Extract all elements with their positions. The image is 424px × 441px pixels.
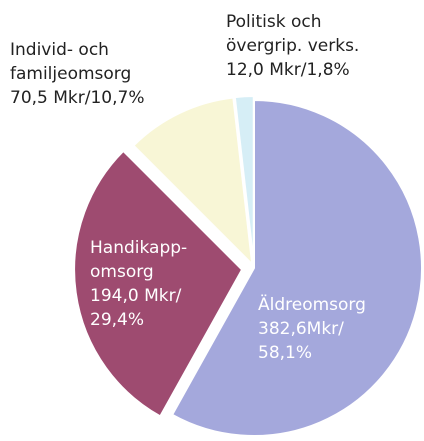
value-label: 58,1%	[258, 343, 312, 363]
pie-slice	[73, 149, 244, 418]
value-label: 29,4%	[90, 310, 144, 330]
pie-slice	[132, 96, 254, 268]
amount-label: 70,5 Mkr/	[10, 88, 91, 108]
amount-label: 194,0 Mkr/	[90, 286, 182, 306]
category-line: övergrip. verks.	[226, 36, 359, 56]
slice-label: Handikapp-omsorg 194,0 Mkr/29,4%	[90, 238, 187, 330]
value-label: 1,8%	[306, 60, 349, 80]
category-line: Handikapp-	[90, 238, 187, 258]
pie-slice	[170, 98, 423, 437]
pie-slice	[233, 95, 255, 265]
category-line: omsorg	[90, 262, 154, 282]
slice-label: Äldreomsorg 382,6Mkr/58,1%	[258, 294, 366, 363]
slice-label: Politisk och övergrip. verks. 12,0 Mkr/1,8…	[226, 12, 359, 80]
category-line: Politisk och	[226, 12, 322, 32]
value-label: 10,7%	[90, 88, 144, 108]
category-line: Individ- och	[10, 40, 109, 60]
amount-label: 12,0 Mkr/	[226, 60, 307, 80]
amount-label: 382,6Mkr/	[258, 319, 344, 339]
category-line: familjeomsorg	[10, 64, 131, 84]
category-line: Äldreomsorg	[258, 294, 366, 315]
slice-label: Individ- och familjeomsorg 70,5 Mkr/10,7%	[10, 40, 145, 108]
